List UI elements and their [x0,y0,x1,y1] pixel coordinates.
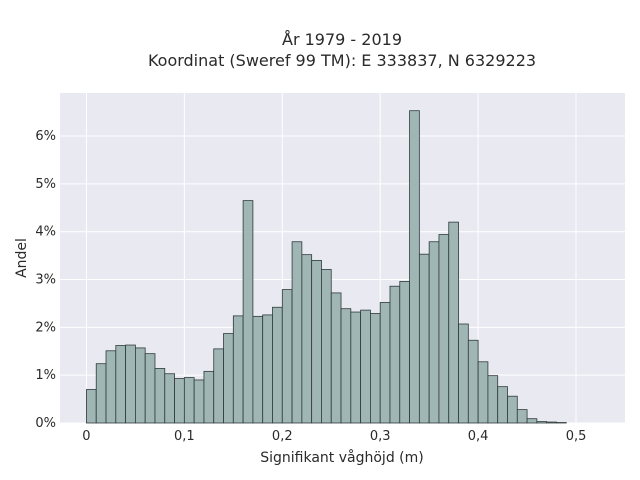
histogram-bar [311,259,322,424]
histogram-bar [301,254,313,424]
histogram-bar [252,315,264,424]
histogram-bar [242,200,254,424]
y-tick-label: 5% [35,177,56,192]
histogram-bar [105,350,117,424]
histogram-bar [507,395,518,424]
histogram-bar [154,368,166,424]
histogram-bar [399,281,410,424]
histogram-bar [262,314,273,424]
x-tick-label: 0,3 [370,429,391,444]
histogram-bar [487,375,499,424]
histogram-bar [193,379,205,424]
histogram-bar [497,386,508,424]
x-tick-labels: 0 0,1 0,2 0,3 0,4 0,5 [82,429,586,444]
histogram-bar [428,241,440,424]
histogram-bar [448,221,459,424]
histogram-bar [360,309,371,424]
histogram-bar [526,418,538,424]
histogram-bar [340,308,352,424]
histogram-bar [223,333,234,424]
histogram-bar [330,292,342,424]
histogram-bar [536,421,548,424]
histogram-bar [379,302,391,424]
histogram-bar [350,311,362,424]
x-tick-label: 0,5 [566,429,587,444]
histogram-bar [164,373,175,424]
y-axis-label: Andel [14,238,30,278]
x-tick-label: 0,2 [272,429,293,444]
y-tick-label: 0% [35,416,56,431]
histogram-bar [183,377,195,424]
histogram-bar [174,378,185,424]
x-tick-label: 0,4 [468,429,489,444]
histogram-bar [272,306,283,424]
x-axis-label: Signifikant våghöjd (m) [260,449,423,466]
histogram-bar [281,289,293,424]
y-tick-label: 2% [35,320,56,335]
y-tick-label: 3% [35,273,56,288]
histogram-bar [321,269,332,424]
histogram-bar [477,361,489,424]
histogram-bar [370,313,381,424]
histogram-bar [389,285,401,424]
histogram-bar [546,421,557,424]
histogram-bar [418,253,430,424]
histogram-bar [232,315,244,424]
histogram-bar [125,344,136,424]
y-tick-labels: 0% 1% 2% 3% 4% 5% 6% [35,129,56,431]
histogram-bar [458,323,469,424]
histogram-bar [516,409,528,424]
chart-subtitle: Koordinat (Sweref 99 TM): E 333837, N 63… [148,51,536,70]
histogram-bar [438,234,450,424]
y-tick-label: 4% [35,225,56,240]
histogram-bar [115,345,127,424]
y-tick-label: 6% [35,129,56,144]
histogram-bar [213,348,224,424]
chart-title: År 1979 - 2019 [282,30,402,49]
histogram-bar [409,110,420,424]
histogram-bar [203,370,215,424]
y-tick-label: 1% [35,368,56,383]
histogram-bar [95,363,107,424]
x-tick-label: 0 [82,429,90,444]
histogram-bar [134,347,146,424]
x-tick-label: 0,1 [174,429,195,444]
histogram-bar [86,389,97,424]
histogram-bar [144,353,156,424]
bars [86,110,567,424]
histogram-bar [291,241,303,424]
histogram-bar [467,339,479,424]
